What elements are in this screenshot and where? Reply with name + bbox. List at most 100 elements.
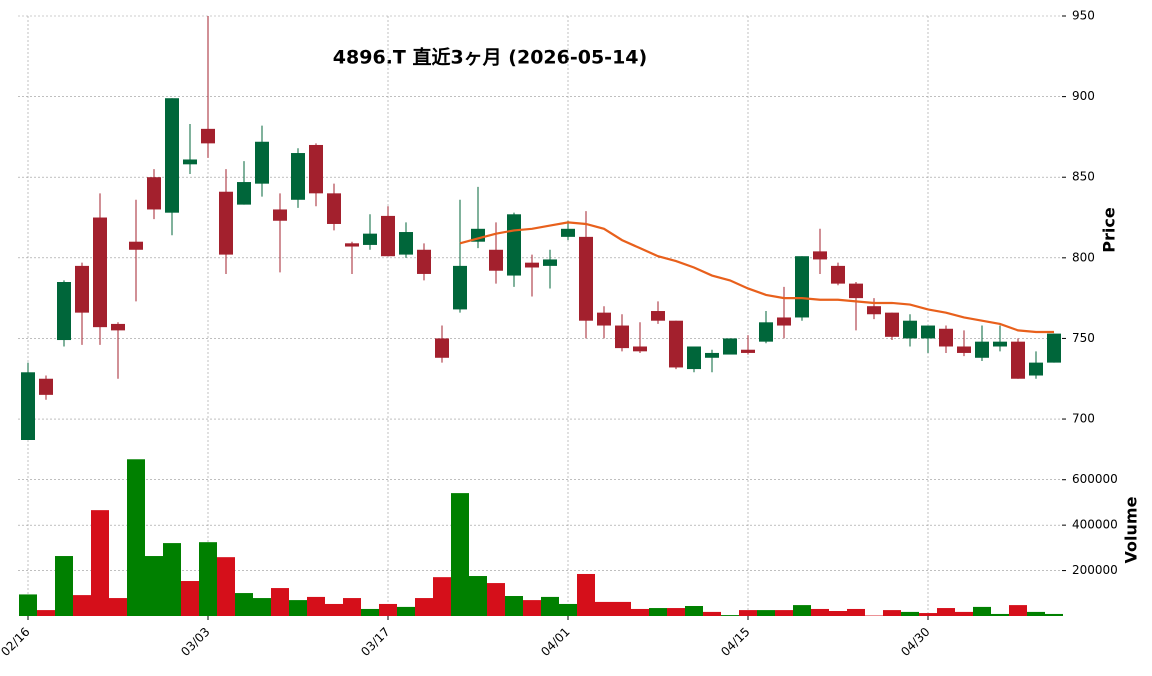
volume-bar xyxy=(505,596,523,616)
candle-body xyxy=(921,326,935,339)
volume-bar xyxy=(487,583,505,616)
volume-bar xyxy=(91,510,109,616)
volume-bar xyxy=(613,602,631,616)
volume-bar xyxy=(19,594,37,616)
volume-bar xyxy=(757,610,775,616)
candle-body xyxy=(561,229,575,237)
candle-body xyxy=(759,322,773,341)
volume-bar xyxy=(523,600,541,616)
volume-bar xyxy=(37,610,55,616)
volume-bar xyxy=(181,581,199,616)
volume-bar xyxy=(919,613,937,616)
candle-body xyxy=(687,346,701,369)
candle-body xyxy=(579,237,593,321)
x-tick-label: 04/30 xyxy=(898,625,932,659)
candle-body xyxy=(1011,342,1025,379)
volume-bar xyxy=(1045,614,1063,616)
x-tick-label: 04/01 xyxy=(538,625,572,659)
candle-body xyxy=(309,145,323,193)
x-tick-label: 03/03 xyxy=(178,625,212,659)
candle-body xyxy=(597,313,611,326)
volume-bar xyxy=(361,609,379,616)
volume-bar xyxy=(127,459,145,616)
volume-bar xyxy=(595,602,613,616)
volume-bar xyxy=(451,493,469,616)
volume-bar xyxy=(433,577,451,616)
candle-body xyxy=(75,266,89,313)
candle-body xyxy=(723,338,737,354)
volume-bar xyxy=(883,610,901,616)
volume-bar xyxy=(793,605,811,616)
volume-bar xyxy=(937,608,955,616)
volume-bar xyxy=(901,612,919,616)
volume-bar xyxy=(577,574,595,616)
volume-bar xyxy=(55,556,73,616)
x-tick-label: 02/16 xyxy=(0,625,33,659)
candle-body xyxy=(57,282,71,340)
candle-body xyxy=(849,284,863,299)
y-tick-label: 700 xyxy=(1072,412,1095,426)
volume-bar xyxy=(109,598,127,616)
candle-body xyxy=(147,177,161,209)
candle-body xyxy=(345,243,359,246)
candle-body xyxy=(705,353,719,358)
volume-bar xyxy=(469,576,487,616)
volume-bar xyxy=(199,542,217,616)
candle-body xyxy=(111,324,125,330)
volume-bar xyxy=(649,608,667,616)
volume-bar xyxy=(397,607,415,616)
candle-body xyxy=(417,250,431,274)
volume-axis-label: Volume xyxy=(1122,496,1141,563)
candle-body xyxy=(255,142,269,184)
volume-bar xyxy=(253,598,271,616)
candle-body xyxy=(831,266,845,284)
candle-body xyxy=(903,321,917,339)
y-tick-label: 200000 xyxy=(1072,563,1118,577)
x-tick-label: 03/17 xyxy=(358,625,392,659)
candle-body xyxy=(1047,334,1061,363)
candle-body xyxy=(957,346,971,352)
volume-bar xyxy=(235,593,253,616)
candle-body xyxy=(291,153,305,200)
volume-bar xyxy=(541,597,559,616)
candle-body xyxy=(507,214,521,275)
candle-body xyxy=(813,251,827,259)
volume-bar xyxy=(289,600,307,616)
volume-bar xyxy=(217,557,235,616)
volume-bar xyxy=(847,609,865,616)
candle-body xyxy=(651,311,665,321)
volume-bar xyxy=(991,614,1009,616)
y-tick-label: 800 xyxy=(1072,250,1095,264)
candle-body xyxy=(183,159,197,164)
candle-body xyxy=(435,338,449,357)
candle-body xyxy=(129,242,143,250)
volume-bar xyxy=(325,604,343,616)
candle-body xyxy=(777,317,791,325)
candle-body xyxy=(939,329,953,347)
candle-body xyxy=(633,346,647,351)
volume-bar xyxy=(667,608,685,616)
candle-body xyxy=(39,379,53,395)
candle-body xyxy=(543,259,557,265)
candle-body xyxy=(327,193,341,224)
volume-bar xyxy=(811,609,829,616)
volume-bar xyxy=(145,556,163,616)
candle-body xyxy=(201,129,215,144)
candle-body xyxy=(993,342,1007,347)
y-tick-label: 950 xyxy=(1072,9,1095,23)
volume-bar xyxy=(73,595,91,616)
candle-body xyxy=(165,98,179,212)
volume-bar xyxy=(415,598,433,616)
candle-body xyxy=(525,263,539,268)
candle-body xyxy=(669,321,683,368)
y-tick-label: 750 xyxy=(1072,331,1095,345)
volume-bar xyxy=(1027,612,1045,616)
volume-bar xyxy=(829,611,847,616)
volume-bar xyxy=(631,609,649,616)
candle-body xyxy=(489,250,503,271)
moving-average xyxy=(460,222,1054,332)
volume-bar xyxy=(307,597,325,616)
volume-bar xyxy=(955,612,973,616)
candle-body xyxy=(975,342,989,358)
volume-bar xyxy=(559,604,577,616)
